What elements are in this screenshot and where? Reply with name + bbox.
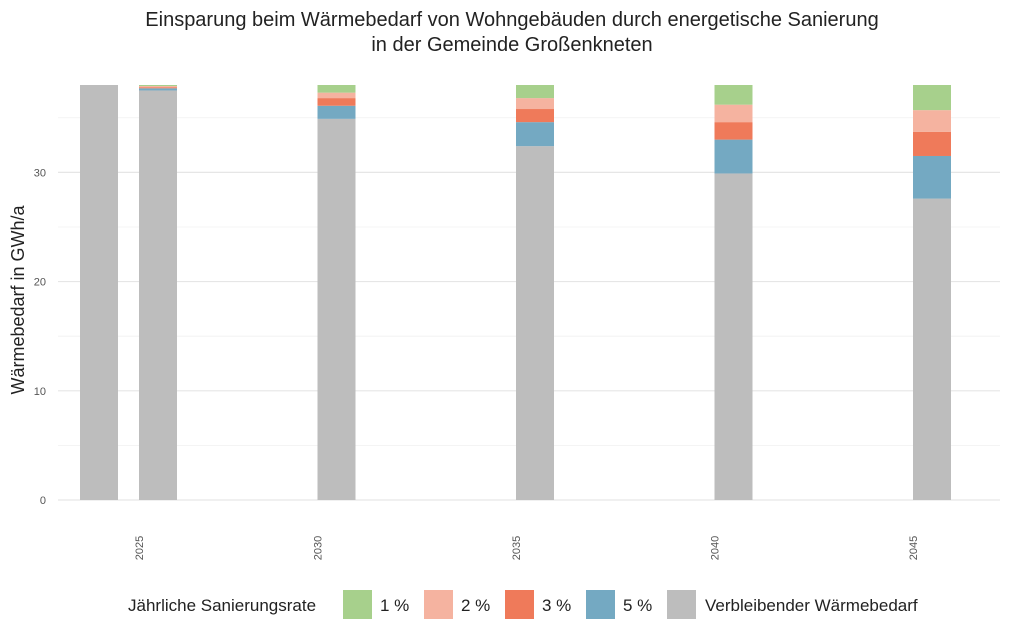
bar-segment: [913, 198, 951, 500]
x-tick-label: 2025: [134, 536, 146, 560]
bar-segment: [714, 85, 753, 105]
bar-segment: [516, 122, 554, 147]
legend-label: 2 %: [461, 596, 490, 615]
y-tick-label: 20: [34, 277, 46, 289]
bar-segment: [714, 122, 753, 140]
bar-segment: [317, 92, 356, 99]
bar-segment: [714, 173, 753, 501]
legend-swatch: [586, 590, 615, 619]
bar-segment: [516, 109, 554, 123]
chart-title: Einsparung beim Wärmebedarf von Wohngebä…: [0, 8, 1024, 58]
legend-swatch: [424, 590, 453, 619]
bar-segment: [139, 86, 177, 88]
bar-segment: [317, 85, 356, 93]
bar-segment: [516, 85, 554, 99]
bar-segment: [139, 88, 177, 91]
bar-segment: [317, 105, 356, 119]
y-tick-label: 10: [34, 386, 46, 398]
bar-segment: [516, 98, 554, 110]
chart-title-line-1: Einsparung beim Wärmebedarf von Wohngebä…: [145, 9, 879, 31]
bar-segment: [516, 146, 554, 500]
legend: Jährliche Sanierungsrate 1 % 2 % 3 % 5 % Ver…: [128, 590, 918, 619]
y-tick-labels: 0 10 20 30: [34, 167, 46, 507]
bar-segment: [913, 110, 951, 132]
bar-segment: [139, 90, 177, 501]
legend-title: Jährliche Sanierungsrate: [128, 596, 316, 615]
y-tick-label: 30: [34, 167, 46, 179]
bar-segment: [139, 87, 177, 89]
legend-swatch: [343, 590, 372, 619]
bar-segment: [317, 98, 356, 106]
bar-segment: [913, 85, 951, 111]
bar-segment: [139, 85, 177, 87]
legend-swatch: [505, 590, 534, 619]
x-tick-labels: 2025 2030 2035 2040 2045: [134, 536, 920, 560]
legend-label: 3 %: [542, 596, 571, 615]
bar-2025-baseline: [80, 85, 118, 500]
bars: [80, 85, 951, 501]
legend-label: 5 %: [623, 596, 652, 615]
x-tick-label: 2030: [313, 536, 325, 560]
x-tick-label: 2040: [710, 536, 722, 560]
bar-segment: [913, 155, 951, 199]
legend-label: 1 %: [380, 596, 409, 615]
bar-segment: [714, 104, 753, 123]
x-tick-label: 2035: [511, 536, 523, 560]
y-tick-label: 0: [40, 495, 46, 507]
chart-title-line-2: in der Gemeinde Großenkneten: [371, 34, 653, 56]
x-tick-label: 2045: [908, 536, 920, 560]
legend-swatch: [667, 590, 696, 619]
y-axis-title: Wärmebedarf in GWh/a: [8, 204, 28, 394]
bar-segment: [913, 131, 951, 156]
bar-segment: [317, 118, 356, 501]
bar-segment: [714, 139, 753, 174]
legend-label: Verbleibender Wärmebedarf: [705, 596, 918, 615]
